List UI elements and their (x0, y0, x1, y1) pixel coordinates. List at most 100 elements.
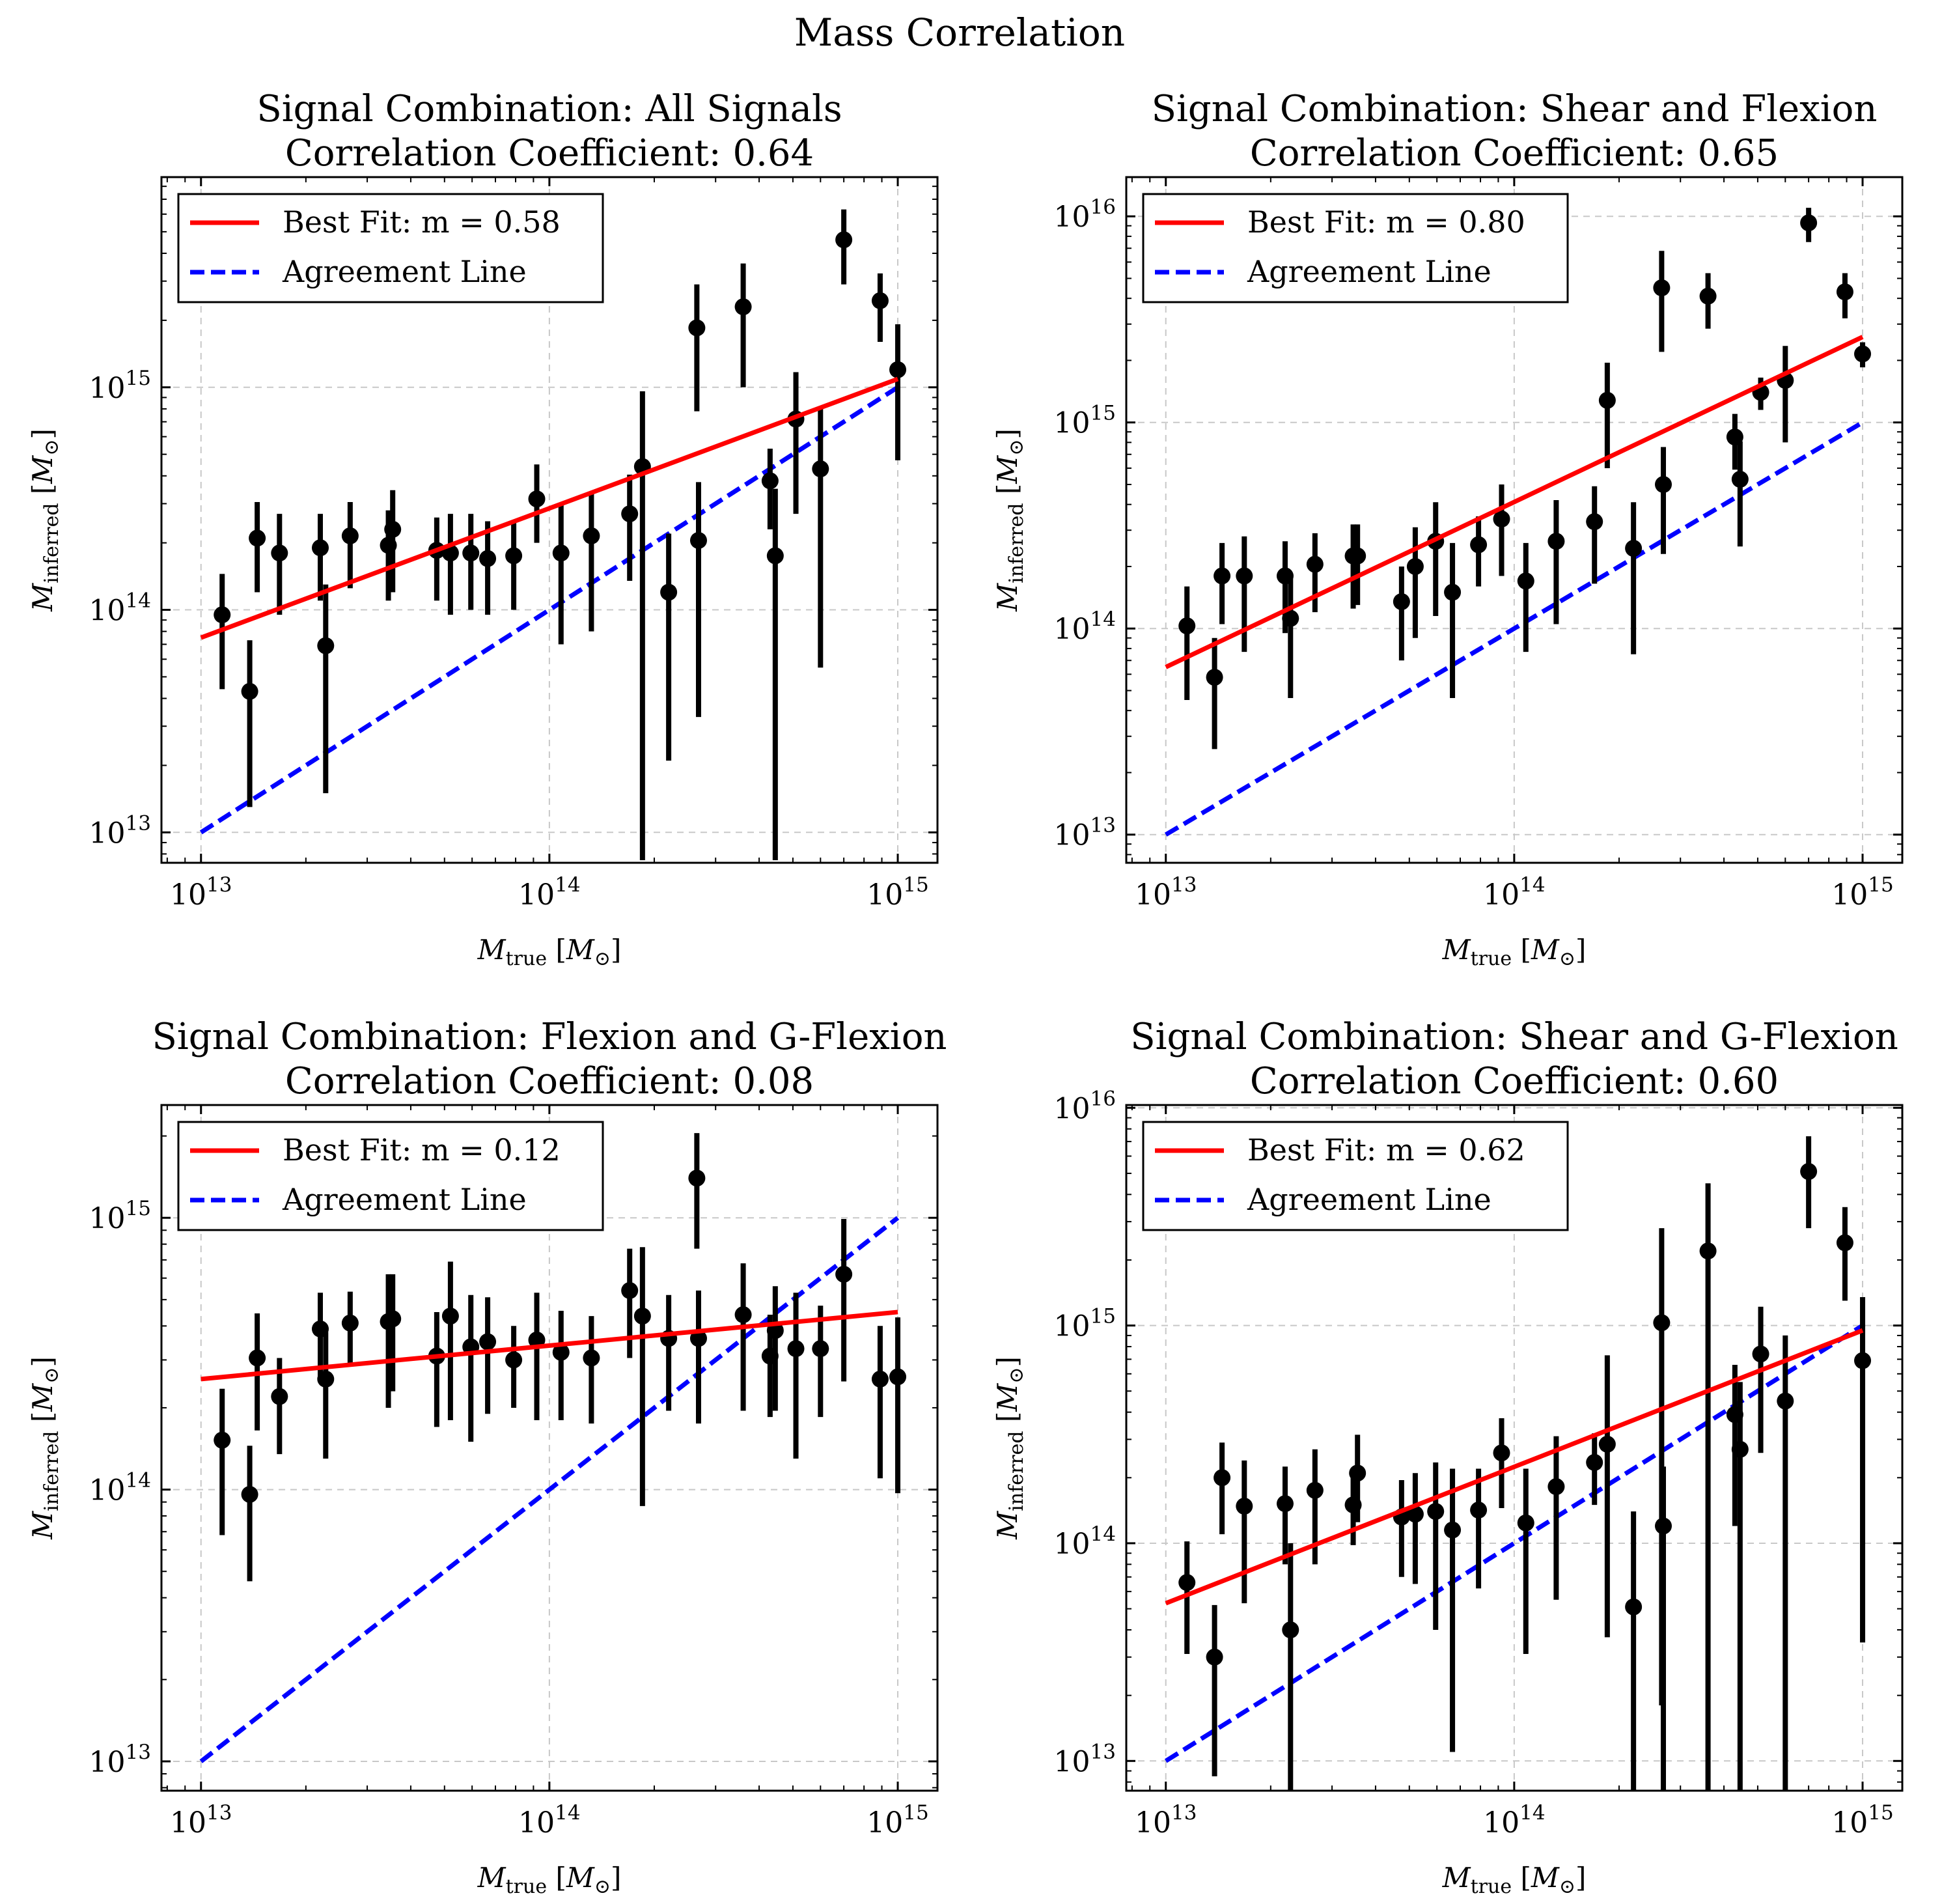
data-point (1731, 441, 1749, 547)
legend-fit-label: Best Fit: m = 0.80 (1247, 204, 1525, 240)
data-marker (1349, 547, 1366, 565)
data-point (1493, 1418, 1510, 1509)
data-point (1654, 1466, 1672, 1791)
data-marker (1393, 593, 1410, 610)
data-marker (1653, 1314, 1671, 1332)
data-point (871, 273, 889, 343)
y-axis-label: Minferred [M⊙] (27, 1356, 63, 1540)
data-marker (1731, 1440, 1749, 1458)
data-marker (1493, 1444, 1510, 1462)
data-marker (1854, 1352, 1872, 1369)
data-marker (552, 544, 570, 562)
x-tick-label: 1014 (518, 1801, 580, 1840)
y-axis-label: Minferred [M⊙] (27, 428, 63, 612)
data-marker (1349, 1464, 1366, 1482)
data-marker (1654, 1517, 1672, 1535)
data-marker (1178, 617, 1196, 635)
data-point (583, 1316, 600, 1424)
data-point (1586, 1433, 1603, 1505)
x-axis-label: Mtrue [M⊙] (1442, 934, 1587, 970)
minor-ticks (161, 177, 937, 863)
data-point (1214, 542, 1231, 624)
data-marker (583, 1349, 600, 1367)
y-tick-label: 1014 (89, 1469, 151, 1507)
data-marker (1306, 1481, 1324, 1499)
data-point (1625, 502, 1643, 654)
y-tick-label: 1013 (1054, 814, 1116, 852)
legend-fit-label: Best Fit: m = 0.12 (283, 1132, 561, 1168)
legend: Best Fit: m = 0.80 Agreement Line (1142, 193, 1569, 303)
data-point (1800, 208, 1818, 242)
x-tick-label: 1015 (1831, 873, 1893, 912)
legend-agreement-label: Agreement Line (282, 1182, 527, 1217)
x-tick-label: 1013 (1135, 1801, 1197, 1840)
data-point (1406, 1473, 1424, 1584)
data-marker (835, 1265, 853, 1283)
y-tick-label: 1014 (89, 589, 151, 628)
data-point (1178, 1541, 1196, 1655)
data-point (889, 324, 907, 460)
data-marker (1547, 1478, 1565, 1496)
data-point (621, 474, 639, 581)
best-fit-line (1165, 335, 1864, 669)
data-marker (317, 1370, 335, 1388)
chart-title: Signal Combination: All Signals (257, 88, 842, 130)
data-point (689, 482, 707, 718)
chart-title: Signal Combination: Shear and Flexion (1152, 88, 1878, 130)
data-marker (1470, 536, 1488, 553)
data-point (241, 1446, 258, 1582)
data-marker (787, 1340, 805, 1358)
data-point (241, 640, 258, 807)
data-point (1276, 1466, 1294, 1565)
data-point (1282, 1543, 1299, 1791)
agreement-line (1164, 1323, 1864, 1763)
data-marker (871, 292, 889, 309)
data-point (249, 502, 266, 593)
data-marker (249, 529, 266, 547)
plot-area (1164, 208, 1872, 837)
data-marker (1517, 1514, 1534, 1532)
data-marker (1406, 557, 1424, 575)
y-tick-label: 1015 (1054, 402, 1116, 440)
legend-fit-label: Best Fit: m = 0.62 (1247, 1132, 1525, 1168)
data-marker (1427, 1503, 1445, 1520)
x-tick-label: 1013 (1135, 873, 1197, 912)
legend-fit-label: Best Fit: m = 0.58 (283, 204, 561, 240)
data-marker (1444, 583, 1462, 601)
data-marker (889, 361, 907, 378)
panels: Signal Combination: All Signals Correlati… (27, 88, 1904, 1898)
x-tick-label: 1014 (518, 873, 580, 912)
data-point (505, 1326, 523, 1408)
y-tick-label: 1016 (1054, 195, 1116, 234)
chart-panel-3: Signal Combination: Flexion and G-Flexio… (27, 1016, 947, 1898)
data-point (317, 1332, 335, 1459)
data-marker (583, 527, 600, 544)
data-marker (689, 1330, 707, 1347)
x-tick-label: 1013 (170, 1801, 232, 1840)
chart-panel-4: Signal Combination: Shear and G-FlexionC… (992, 1016, 1904, 1898)
legend-box (1142, 1121, 1569, 1231)
data-point (1517, 542, 1534, 652)
data-marker (835, 231, 853, 249)
data-point (766, 488, 784, 860)
data-marker (441, 1308, 459, 1325)
data-marker (1586, 513, 1603, 531)
plot-area (199, 209, 907, 860)
data-point (1598, 1355, 1616, 1638)
data-marker (1276, 1495, 1294, 1513)
data-point (528, 464, 546, 543)
data-point (1444, 1468, 1462, 1752)
chart-subtitle: Correlation Coefficient: 0.60 (1250, 1060, 1779, 1102)
data-point (1349, 524, 1366, 606)
data-marker (384, 1310, 402, 1328)
data-point (1752, 1306, 1769, 1453)
legend-box (177, 193, 604, 303)
data-point (1470, 1468, 1488, 1589)
chart-subtitle: Correlation Coefficient: 0.65 (1250, 132, 1779, 175)
data-point (1206, 1604, 1223, 1776)
data-point (341, 1291, 359, 1366)
data-marker (1236, 567, 1253, 585)
data-marker (1699, 1242, 1717, 1260)
data-point (689, 1290, 707, 1424)
data-marker (688, 319, 706, 337)
